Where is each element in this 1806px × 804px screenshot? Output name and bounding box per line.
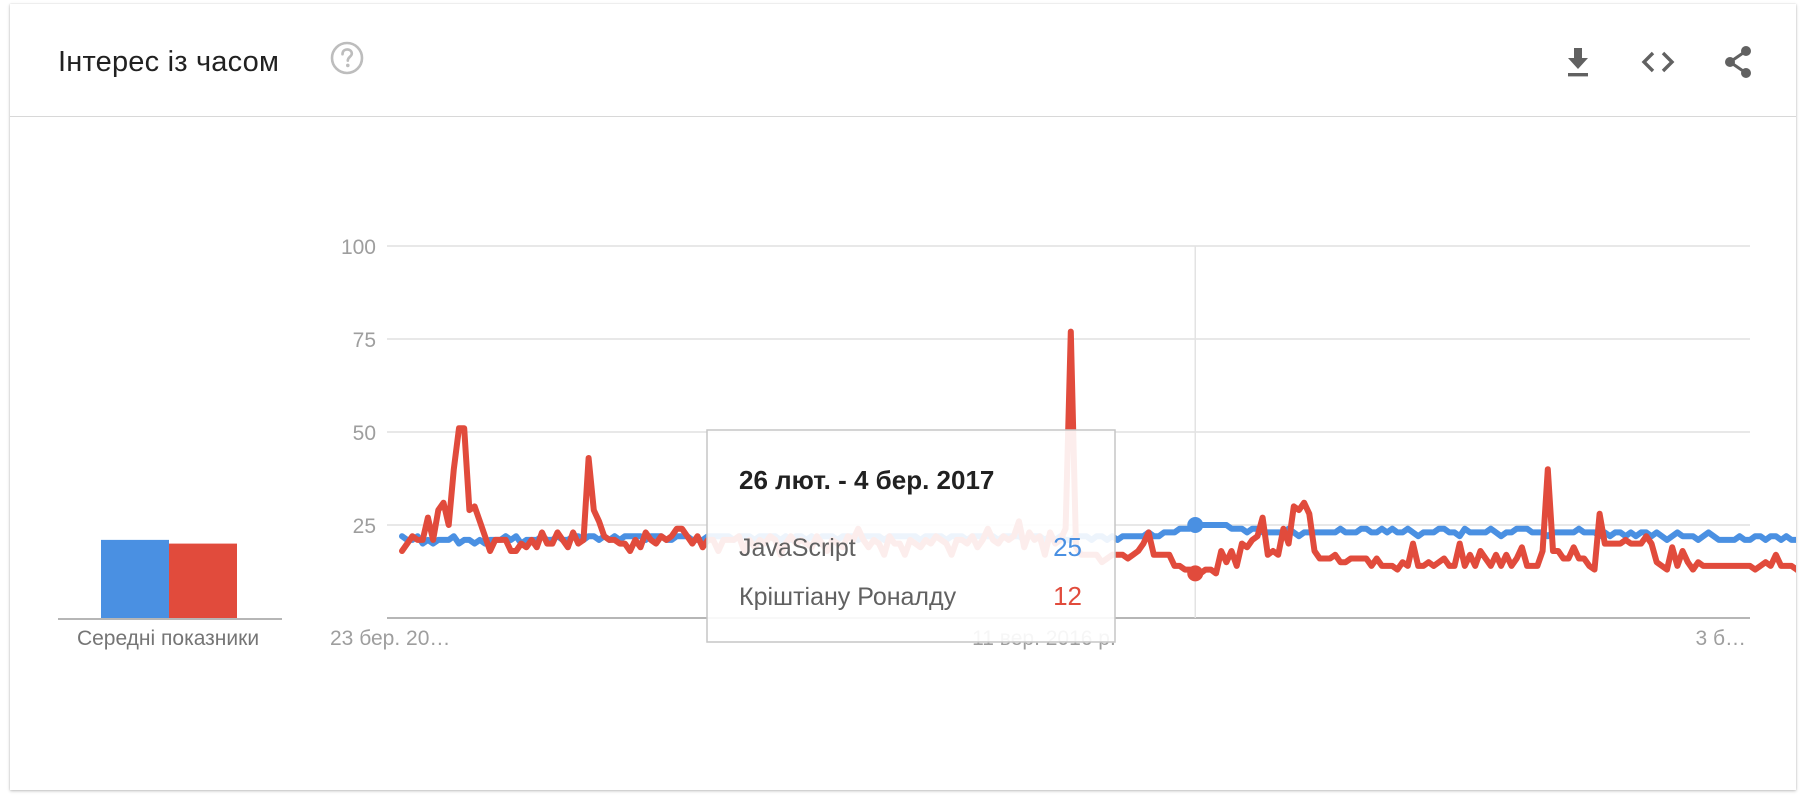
interest-over-time-card: Інтерес із часом Середні показники 25 50 7… <box>10 4 1796 790</box>
average-label: Середні показники <box>77 627 259 650</box>
tooltip-box <box>706 429 1116 643</box>
tooltip: 26 лют. - 4 бер. 2017 JavaScript 25 Кріш… <box>706 429 1116 643</box>
y-tick-label: 100 <box>341 236 376 259</box>
x-tick-label: 23 бер. 20… <box>330 627 450 650</box>
tooltip-date: 26 лют. - 4 бер. 2017 <box>739 465 994 495</box>
y-tick-label: 50 <box>353 422 376 445</box>
download-icon[interactable] <box>1558 42 1598 82</box>
y-tick-label: 25 <box>353 515 376 538</box>
hover-markers <box>1187 517 1204 582</box>
average-bar <box>169 543 237 618</box>
hover-marker <box>1187 517 1204 533</box>
share-icon[interactable] <box>1718 42 1758 82</box>
hover-marker <box>1187 565 1204 582</box>
y-axis-ticks: 25 50 75 100 <box>341 236 376 538</box>
interest-chart: Середні показники 25 50 75 100 23 бер. 20… 1… <box>58 236 1796 650</box>
tooltip-row-value: 12 <box>1053 581 1082 611</box>
tooltip-row-name: Кріштіану Роналду <box>739 583 957 611</box>
y-tick-label: 75 <box>353 329 376 352</box>
average-bars <box>58 539 282 620</box>
tooltip-row-name: JavaScript <box>739 534 856 562</box>
x-tick-label: 3 б… <box>1695 627 1746 650</box>
help-icon[interactable] <box>330 41 364 75</box>
tooltip-row-value: 25 <box>1053 532 1082 562</box>
card-title: Інтерес із часом <box>58 46 280 78</box>
average-bar <box>101 539 169 618</box>
embed-code-icon[interactable] <box>1638 42 1678 82</box>
card-header: Інтерес із часом <box>10 4 1796 117</box>
